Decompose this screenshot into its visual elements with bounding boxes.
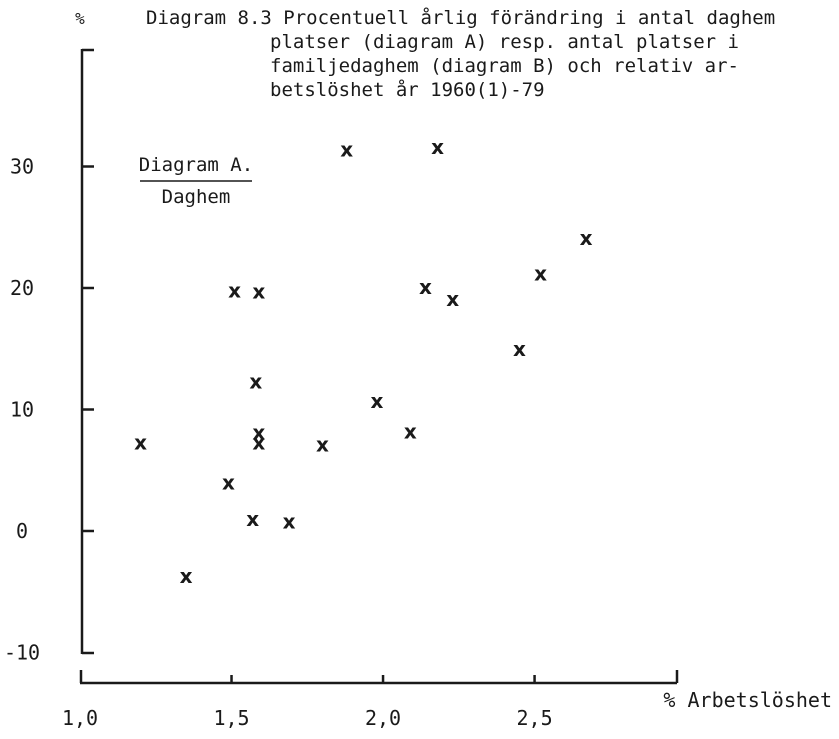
y-tick-label: 30 <box>10 155 34 179</box>
data-point: x <box>340 137 353 161</box>
x-axis-label: % Arbetslöshet <box>663 688 832 712</box>
x-tick-label: 2,0 <box>365 706 401 730</box>
data-point: x <box>222 470 235 494</box>
data-point: x <box>404 419 417 443</box>
data-point: x <box>580 226 593 250</box>
y-tick-label: 20 <box>10 276 34 300</box>
data-point: x <box>513 337 526 361</box>
data-point: x <box>252 421 265 445</box>
data-point: x <box>228 278 241 302</box>
panel-subtitle: Daghem <box>162 186 231 208</box>
data-point: x <box>316 433 329 457</box>
data-point: x <box>371 389 384 413</box>
y-tick-label: 0 <box>16 519 28 543</box>
data-point: x <box>180 564 193 588</box>
data-point: x <box>246 507 259 531</box>
y-tick-label: 10 <box>10 398 34 422</box>
data-point: x <box>534 261 547 285</box>
chart-title-line-4: betslöshet år 1960(1)-79 <box>270 78 545 101</box>
data-point: x <box>419 275 432 299</box>
data-point: x <box>252 430 265 454</box>
y-tick-label: -10 <box>4 641 40 665</box>
chart-title-line-1: Diagram 8.3 Procentuell årlig förändring… <box>146 6 775 29</box>
data-point: x <box>446 287 459 311</box>
panel-title: Diagram A. <box>139 154 253 176</box>
x-axis: 1,0 1,5 2,0 2,5 <box>62 670 679 730</box>
data-point: x <box>431 135 444 159</box>
data-point: x <box>249 370 262 394</box>
x-tick-label: 1,5 <box>213 706 249 730</box>
chart-title-line-3: familjedaghem (diagram B) och relativ ar… <box>270 55 739 77</box>
x-tick-label: 2,5 <box>517 706 553 730</box>
y-axis: 30 20 10 0 -10 <box>4 48 94 665</box>
data-point: x <box>134 430 147 454</box>
x-tick-label: 1,0 <box>62 706 98 730</box>
data-point: x <box>252 280 265 304</box>
y-axis-unit: % <box>75 9 85 28</box>
chart-title-line-2: platser (diagram A) resp. antal platser … <box>270 31 739 53</box>
data-point: x <box>283 509 296 533</box>
